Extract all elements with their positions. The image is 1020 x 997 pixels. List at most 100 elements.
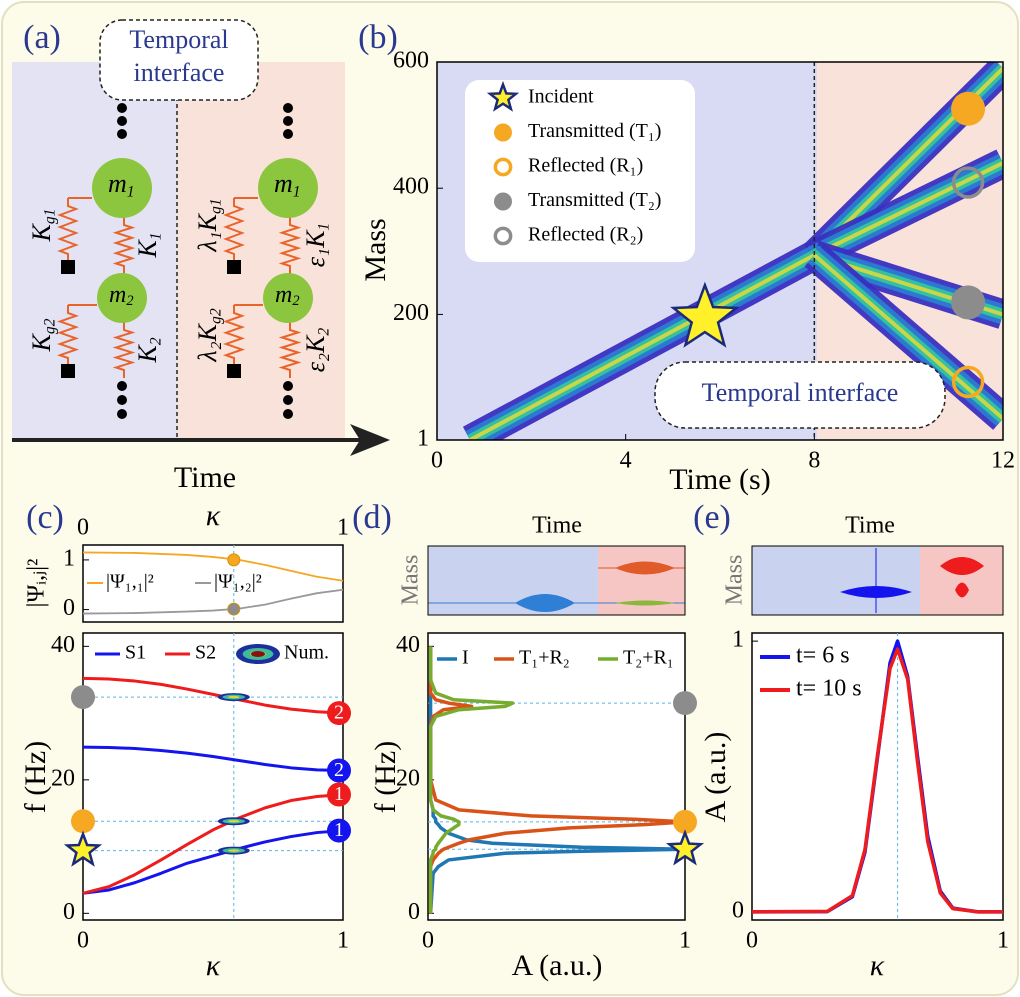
spring <box>222 305 246 366</box>
inset-frame <box>751 545 1004 616</box>
label: ε₁K1 <box>301 223 332 267</box>
legend-label: S2 <box>195 642 216 664</box>
mass <box>263 273 313 323</box>
x-tick-label: 0 <box>77 515 89 541</box>
branch-label: 1 <box>334 819 344 841</box>
x-axis-label: κ <box>206 949 221 982</box>
plot-frame <box>436 61 1004 441</box>
callout-box <box>99 19 259 101</box>
ring-marker <box>493 157 513 177</box>
y-tick-label: 20 <box>51 765 75 791</box>
callout-text: Temporal <box>129 25 228 54</box>
label-sub: 2 <box>126 293 133 309</box>
dot <box>117 129 127 139</box>
ring-marker <box>951 166 985 199</box>
series-line <box>82 829 344 895</box>
dot <box>283 409 293 419</box>
num-blob <box>228 695 240 699</box>
spring <box>112 217 136 274</box>
disc-marker <box>951 285 986 320</box>
label: m2 <box>109 282 134 310</box>
x-axis-label: κ <box>206 499 221 532</box>
y-tick-label: 0 <box>63 595 75 621</box>
dot <box>283 103 293 113</box>
branch-label: 2 <box>334 702 344 724</box>
ground <box>61 364 75 378</box>
x-tick-label: 8 <box>808 448 820 474</box>
series-line <box>428 646 687 914</box>
ring-marker <box>493 226 513 246</box>
x-tick-label: 1 <box>337 515 349 541</box>
x-tick-label: 0 <box>746 928 758 954</box>
plot-frame <box>82 544 344 623</box>
label-base: λ₂K <box>193 322 222 362</box>
label: K2 <box>133 337 164 363</box>
label-base: ε₁K <box>301 229 330 267</box>
y-axis-label: f (Hz) <box>19 741 52 813</box>
panel-label: (c) <box>26 499 64 536</box>
y-tick-label: 400 <box>393 174 429 200</box>
num-blob <box>228 849 240 852</box>
wave-packet <box>615 600 675 606</box>
inset-y-label: Mass <box>398 555 424 606</box>
dot <box>117 116 127 126</box>
series-line <box>751 647 1003 914</box>
label-base: K <box>133 344 162 364</box>
series-line <box>82 745 344 772</box>
legend-label: S1 <box>125 642 146 664</box>
label-base: m <box>109 282 126 308</box>
branch-label: 2 <box>334 759 344 781</box>
label-sub: g1 <box>41 209 58 225</box>
panel-label: (d) <box>352 499 392 536</box>
legend-label: t= 10 s <box>796 676 862 702</box>
ground <box>61 260 75 274</box>
x-tick-label: 4 <box>620 448 632 474</box>
label-base: K <box>27 222 56 242</box>
inset-after <box>920 546 1003 615</box>
x-tick-label: 0 <box>422 928 434 954</box>
label-base: K <box>27 332 56 352</box>
y-axis-label: A (a.u.) <box>699 732 732 823</box>
marker <box>227 602 241 616</box>
legend-label: Transmitted (T₁) <box>528 120 661 142</box>
region-after <box>177 62 345 440</box>
y-tick-label: 0 <box>408 899 420 925</box>
disc-marker <box>71 685 95 710</box>
inset-y-label: Mass <box>722 555 748 606</box>
label-base: m <box>274 169 293 198</box>
spring <box>56 305 80 366</box>
x-tick-label: 0 <box>431 448 443 474</box>
label-sub: 1 <box>315 223 332 231</box>
mass <box>92 158 152 218</box>
label: m2 <box>275 282 300 310</box>
spring <box>223 198 245 262</box>
x-axis-label: Time (s) <box>669 463 770 496</box>
y-tick-label: 0 <box>732 897 744 923</box>
y-tick-label: 0 <box>63 899 75 925</box>
ring-marker <box>951 365 985 399</box>
label: K1 <box>133 232 164 258</box>
series-line <box>82 676 344 715</box>
annotation: Temporal interface <box>702 378 899 407</box>
legend-label: Incident <box>528 86 594 108</box>
dot <box>117 381 127 391</box>
plot-frame <box>751 632 1004 921</box>
label: Kg1 <box>27 209 58 243</box>
series-line <box>428 646 687 914</box>
spring <box>112 322 136 378</box>
label-sub: g1 <box>207 198 224 214</box>
x-axis-label: Time <box>174 461 236 494</box>
y-tick-label: 1 <box>417 426 429 452</box>
branch-badge <box>327 818 351 843</box>
branch-badge <box>327 701 351 726</box>
disc-marker <box>673 809 697 834</box>
wave-packet <box>940 557 984 598</box>
beam <box>813 253 1003 421</box>
wave-packet <box>515 594 575 612</box>
series-line <box>82 793 344 895</box>
star-marker <box>665 829 705 866</box>
x-tick-label: 1 <box>997 928 1009 954</box>
num-blob <box>251 651 265 657</box>
dot <box>117 103 127 113</box>
